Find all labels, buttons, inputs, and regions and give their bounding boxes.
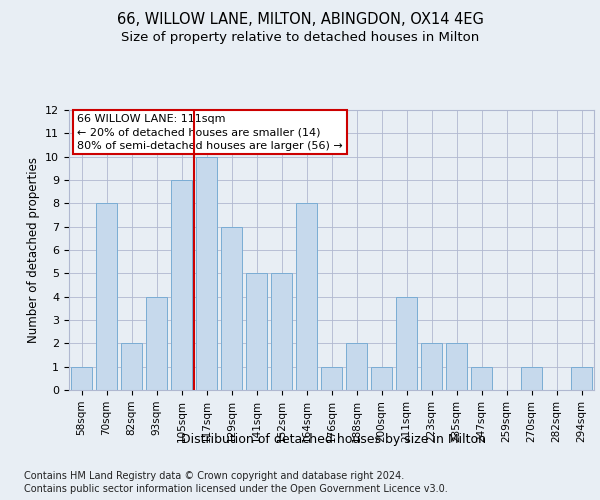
Bar (421, 344, 442, 390)
Bar (446, 344, 467, 390)
Bar (146, 296, 167, 390)
Bar (71, 366, 92, 390)
Text: Size of property relative to detached houses in Milton: Size of property relative to detached ho… (121, 31, 479, 44)
Bar (371, 366, 392, 390)
Bar (471, 366, 492, 390)
Text: 66, WILLOW LANE, MILTON, ABINGDON, OX14 4EG: 66, WILLOW LANE, MILTON, ABINGDON, OX14 … (116, 12, 484, 28)
Bar (296, 204, 317, 390)
Bar (246, 274, 267, 390)
Text: Contains HM Land Registry data © Crown copyright and database right 2024.: Contains HM Land Registry data © Crown c… (24, 471, 404, 481)
Text: Distribution of detached houses by size in Milton: Distribution of detached houses by size … (181, 432, 485, 446)
Bar (96, 204, 117, 390)
Bar (121, 344, 142, 390)
Y-axis label: Number of detached properties: Number of detached properties (26, 157, 40, 343)
Bar (346, 344, 367, 390)
Bar (221, 226, 242, 390)
Bar (196, 156, 217, 390)
Bar (571, 366, 592, 390)
Text: 66 WILLOW LANE: 111sqm
← 20% of detached houses are smaller (14)
80% of semi-det: 66 WILLOW LANE: 111sqm ← 20% of detached… (77, 114, 343, 150)
Bar (396, 296, 417, 390)
Bar (521, 366, 542, 390)
Bar (271, 274, 292, 390)
Bar (321, 366, 342, 390)
Bar (171, 180, 192, 390)
Text: Contains public sector information licensed under the Open Government Licence v3: Contains public sector information licen… (24, 484, 448, 494)
